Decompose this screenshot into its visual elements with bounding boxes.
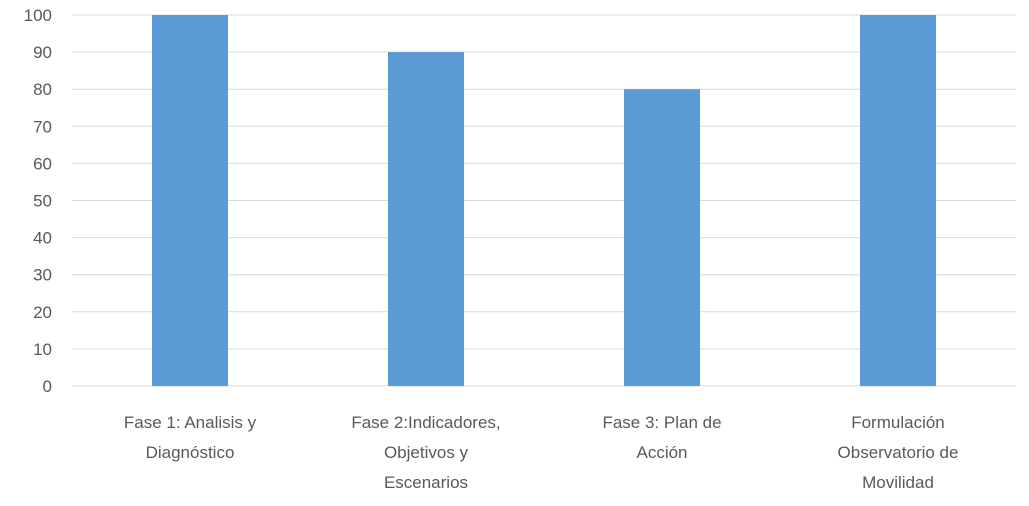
y-tick-label-30: 30 [33, 266, 52, 285]
x-category-label-line: Movilidad [862, 473, 934, 492]
y-axis-tick-labels: 0 10 20 30 40 50 60 70 80 90 100 [24, 6, 52, 396]
x-category-label-4: Formulación Observatorio de Movilidad [838, 413, 959, 492]
y-tick-label-100: 100 [24, 6, 52, 25]
bar-3 [624, 89, 700, 386]
bar-1 [152, 15, 228, 386]
bar-2 [388, 52, 464, 386]
y-tick-label-90: 90 [33, 43, 52, 62]
x-category-label-line: Fase 2:Indicadores, [351, 413, 500, 432]
x-category-label-1: Fase 1: Analisis y Diagnóstico [124, 413, 257, 462]
y-tick-label-10: 10 [33, 340, 52, 359]
bars [152, 15, 936, 386]
x-axis-category-labels: Fase 1: Analisis y Diagnóstico Fase 2:Indi… [124, 413, 959, 492]
x-category-label-line: Diagnóstico [146, 443, 235, 462]
x-category-label-3: Fase 3: Plan de Acción [602, 413, 721, 462]
x-category-label-line: Escenarios [384, 473, 468, 492]
y-tick-label-20: 20 [33, 303, 52, 322]
grid-lines [72, 14, 1016, 387]
x-category-label-line: Formulación [851, 413, 945, 432]
y-tick-label-0: 0 [43, 377, 52, 396]
y-tick-label-70: 70 [33, 117, 52, 136]
x-category-label-line: Observatorio de [838, 443, 959, 462]
x-category-label-line: Acción [636, 443, 687, 462]
x-category-label-2: Fase 2:Indicadores, Objetivos y Escenarios [351, 413, 500, 492]
y-tick-label-40: 40 [33, 229, 52, 248]
y-tick-label-50: 50 [33, 192, 52, 211]
x-category-label-line: Fase 1: Analisis y [124, 413, 257, 432]
y-tick-label-60: 60 [33, 154, 52, 173]
x-category-label-line: Fase 3: Plan de [602, 413, 721, 432]
x-category-label-line: Objetivos y [384, 443, 469, 462]
bar-4 [860, 15, 936, 386]
y-tick-label-80: 80 [33, 80, 52, 99]
